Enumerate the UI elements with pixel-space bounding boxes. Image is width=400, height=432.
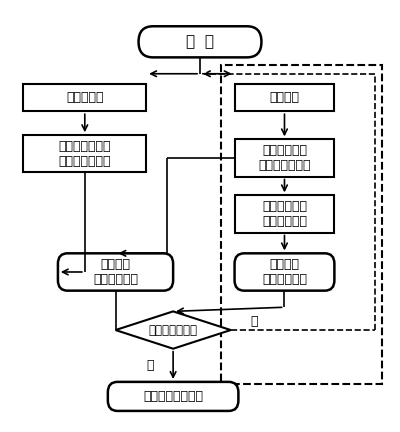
Text: 弹簧故障时的
压缩变形变化量: 弹簧故障时的 压缩变形变化量 <box>258 144 311 172</box>
Polygon shape <box>116 311 231 349</box>
FancyBboxPatch shape <box>234 84 334 111</box>
FancyBboxPatch shape <box>138 26 262 57</box>
Text: 动态下的
故障弹簧诊断: 动态下的 故障弹簧诊断 <box>262 258 307 286</box>
FancyBboxPatch shape <box>234 139 334 177</box>
Text: 弹簧故障时的
自由振动响应: 弹簧故障时的 自由振动响应 <box>262 200 307 228</box>
Text: 开  始: 开 始 <box>186 34 214 49</box>
Text: 故障弹簧: 故障弹簧 <box>270 91 300 104</box>
Text: 是: 是 <box>146 359 154 372</box>
FancyBboxPatch shape <box>234 195 334 232</box>
FancyBboxPatch shape <box>108 382 238 411</box>
Text: 精确故障弹簧诊断: 精确故障弹簧诊断 <box>143 390 203 403</box>
Text: 弹簧无故障时的
压缩变形变化量: 弹簧无故障时的 压缩变形变化量 <box>58 140 111 168</box>
Text: 静态下的
故障弹簧诊断: 静态下的 故障弹簧诊断 <box>93 258 138 286</box>
Text: 诊断结果一致？: 诊断结果一致？ <box>149 324 198 337</box>
FancyBboxPatch shape <box>23 84 146 111</box>
FancyBboxPatch shape <box>234 253 334 291</box>
Text: 否: 否 <box>250 315 258 328</box>
Text: 无故障弹簧: 无故障弹簧 <box>66 91 104 104</box>
FancyBboxPatch shape <box>23 135 146 172</box>
FancyBboxPatch shape <box>58 253 173 291</box>
